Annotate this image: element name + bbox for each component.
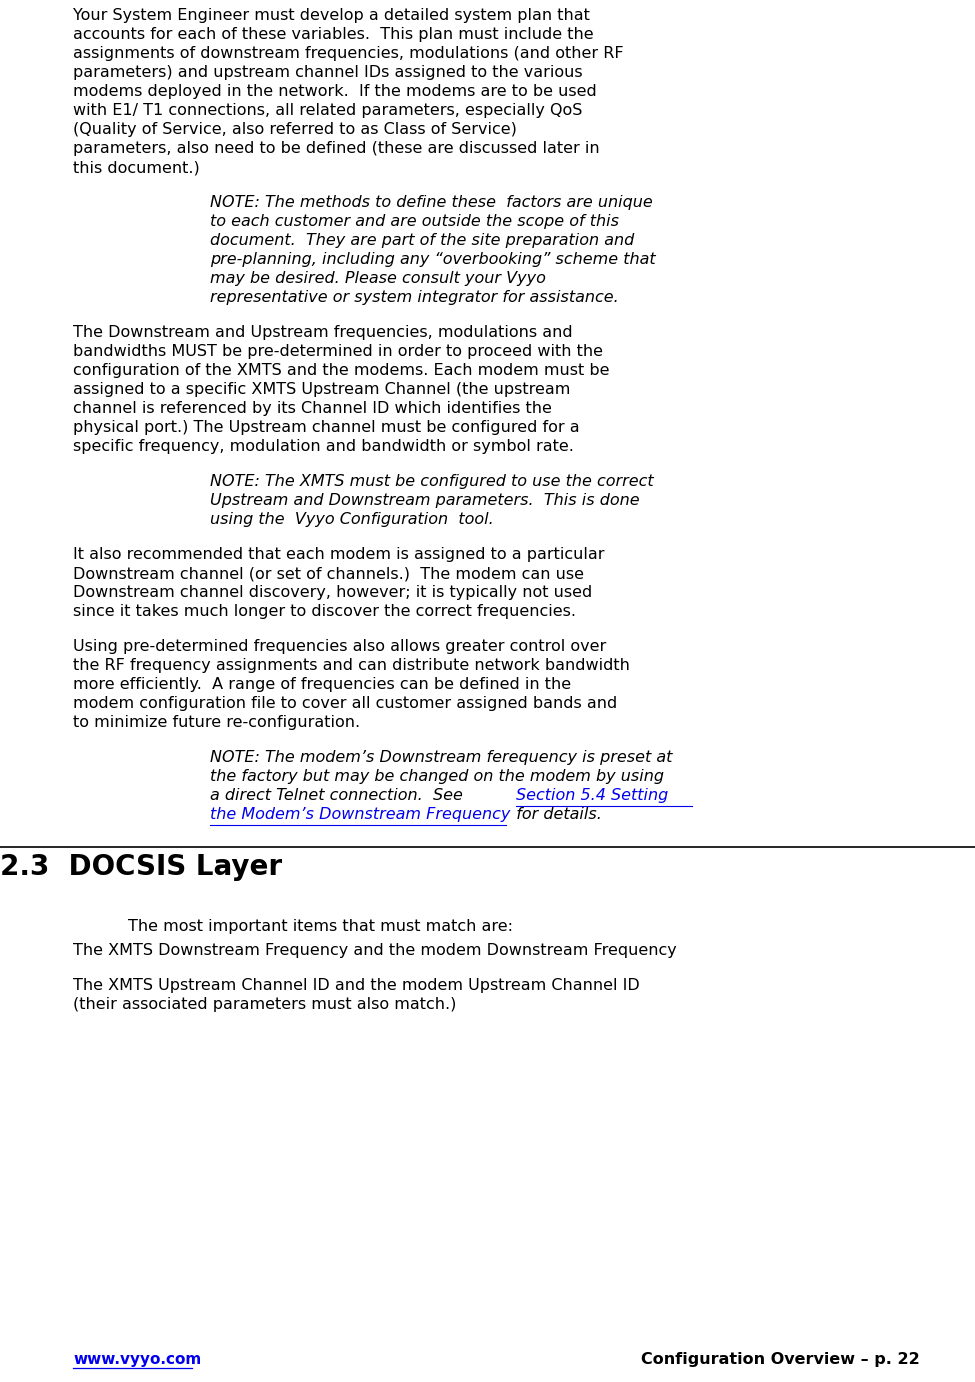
Text: 2.3  DOCSIS Layer: 2.3 DOCSIS Layer — [0, 853, 282, 880]
Text: Upstream and Downstream parameters.  This is done: Upstream and Downstream parameters. This… — [210, 493, 640, 509]
Text: with E1/ T1 connections, all related parameters, especially QoS: with E1/ T1 connections, all related par… — [73, 104, 582, 117]
Text: accounts for each of these variables.  This plan must include the: accounts for each of these variables. Th… — [73, 28, 594, 41]
Text: to each customer and are outside the scope of this: to each customer and are outside the sco… — [210, 214, 619, 229]
Text: NOTE: The XMTS must be configured to use the correct: NOTE: The XMTS must be configured to use… — [210, 474, 653, 489]
Text: bandwidths MUST be pre-determined in order to proceed with the: bandwidths MUST be pre-determined in ord… — [73, 344, 603, 359]
Text: the factory but may be changed on the modem by using: the factory but may be changed on the mo… — [210, 768, 664, 784]
Text: using the  Vyyo Configuration  tool.: using the Vyyo Configuration tool. — [210, 511, 493, 527]
Text: NOTE: The modem’s Downstream ferequency is preset at: NOTE: The modem’s Downstream ferequency … — [210, 750, 673, 766]
Text: to minimize future re-configuration.: to minimize future re-configuration. — [73, 714, 360, 730]
Text: may be desired. Please consult your Vyyo: may be desired. Please consult your Vyyo — [210, 271, 546, 286]
Text: Section 5.4 Setting: Section 5.4 Setting — [516, 788, 668, 803]
Text: for details.: for details. — [506, 807, 603, 822]
Text: modem configuration file to cover all customer assigned bands and: modem configuration file to cover all cu… — [73, 697, 617, 710]
Text: representative or system integrator for assistance.: representative or system integrator for … — [210, 290, 619, 305]
Text: a direct Telnet connection.  See: a direct Telnet connection. See — [210, 788, 468, 803]
Text: (Quality of Service, also referred to as Class of Service): (Quality of Service, also referred to as… — [73, 122, 517, 137]
Text: The most important items that must match are:: The most important items that must match… — [128, 919, 513, 934]
Text: The Downstream and Upstream frequencies, modulations and: The Downstream and Upstream frequencies,… — [73, 325, 572, 340]
Text: channel is referenced by its Channel ID which identifies the: channel is referenced by its Channel ID … — [73, 401, 552, 416]
Text: document.  They are part of the site preparation and: document. They are part of the site prep… — [210, 234, 635, 247]
Text: configuration of the XMTS and the modems. Each modem must be: configuration of the XMTS and the modems… — [73, 363, 609, 379]
Text: assigned to a specific XMTS Upstream Channel (the upstream: assigned to a specific XMTS Upstream Cha… — [73, 381, 570, 397]
Text: parameters) and upstream channel IDs assigned to the various: parameters) and upstream channel IDs ass… — [73, 65, 583, 80]
Text: The XMTS Downstream Frequency and the modem Downstream Frequency: The XMTS Downstream Frequency and the mo… — [73, 943, 677, 958]
Text: Using pre-determined frequencies also allows greater control over: Using pre-determined frequencies also al… — [73, 638, 606, 654]
Text: physical port.) The Upstream channel must be configured for a: physical port.) The Upstream channel mus… — [73, 420, 579, 435]
Text: (their associated parameters must also match.): (their associated parameters must also m… — [73, 996, 456, 1012]
Text: Downstream channel (or set of channels.)  The modem can use: Downstream channel (or set of channels.)… — [73, 567, 584, 580]
Text: Configuration Overview – p. 22: Configuration Overview – p. 22 — [642, 1352, 920, 1367]
Text: www.vyyo.com: www.vyyo.com — [73, 1352, 201, 1367]
Text: since it takes much longer to discover the correct frequencies.: since it takes much longer to discover t… — [73, 604, 576, 619]
Text: NOTE: The methods to define these  factors are unique: NOTE: The methods to define these factor… — [210, 195, 652, 210]
Text: assignments of downstream frequencies, modulations (and other RF: assignments of downstream frequencies, m… — [73, 46, 624, 61]
Text: this document.): this document.) — [73, 160, 200, 176]
Text: Downstream channel discovery, however; it is typically not used: Downstream channel discovery, however; i… — [73, 585, 592, 600]
Text: parameters, also need to be defined (these are discussed later in: parameters, also need to be defined (the… — [73, 141, 600, 156]
Text: the RF frequency assignments and can distribute network bandwidth: the RF frequency assignments and can dis… — [73, 658, 630, 673]
Text: more efficiently.  A range of frequencies can be defined in the: more efficiently. A range of frequencies… — [73, 677, 571, 692]
Text: specific frequency, modulation and bandwidth or symbol rate.: specific frequency, modulation and bandw… — [73, 439, 574, 455]
Text: Your System Engineer must develop a detailed system plan that: Your System Engineer must develop a deta… — [73, 8, 590, 23]
Text: It also recommended that each modem is assigned to a particular: It also recommended that each modem is a… — [73, 547, 604, 562]
Text: modems deployed in the network.  If the modems are to be used: modems deployed in the network. If the m… — [73, 84, 597, 100]
Text: pre-planning, including any “overbooking” scheme that: pre-planning, including any “overbooking… — [210, 252, 655, 267]
Text: the Modem’s Downstream Frequency: the Modem’s Downstream Frequency — [210, 807, 510, 822]
Text: The XMTS Upstream Channel ID and the modem Upstream Channel ID: The XMTS Upstream Channel ID and the mod… — [73, 977, 640, 992]
